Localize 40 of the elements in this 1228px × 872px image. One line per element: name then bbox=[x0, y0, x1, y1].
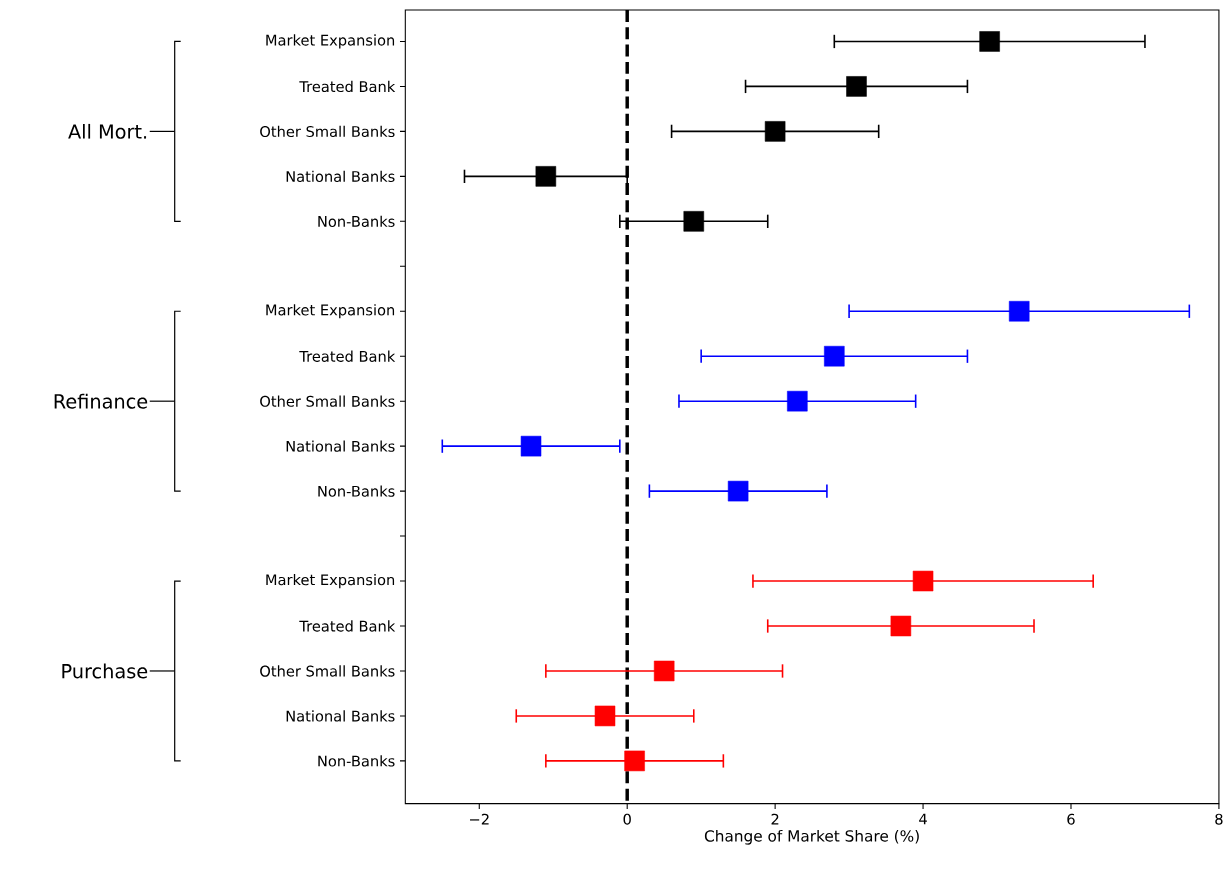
text: Purchase bbox=[62, 663, 148, 679]
y-tick-label: Treated Bank bbox=[299, 81, 396, 93]
point bbox=[787, 391, 808, 412]
y-tick-label: Other Small Banks bbox=[260, 665, 395, 677]
y-tick-label: Other Small Banks bbox=[260, 395, 395, 408]
point bbox=[846, 76, 867, 97]
point bbox=[594, 705, 616, 727]
point bbox=[624, 750, 645, 772]
x-tick-label: −2 bbox=[470, 813, 489, 825]
x-axis-title: Change of Market Share (%) bbox=[704, 830, 919, 845]
point bbox=[535, 166, 557, 187]
text: All Mort. bbox=[68, 124, 147, 140]
x-tick-label: 4 bbox=[919, 813, 927, 825]
x-tick-label: 2 bbox=[771, 813, 779, 825]
y-tick-label: Market Expansion bbox=[266, 304, 395, 319]
y-tick-label: National Banks bbox=[286, 440, 395, 453]
point bbox=[912, 571, 934, 592]
point bbox=[890, 616, 912, 637]
y-tick-label: Treated Bank bbox=[299, 350, 396, 363]
point bbox=[683, 211, 705, 232]
point bbox=[520, 436, 542, 457]
y-tick-label: Treated Bank bbox=[299, 620, 396, 632]
y-tick-label: Non-Banks bbox=[318, 215, 395, 228]
y-tick-label: National Banks bbox=[286, 710, 395, 722]
x-tick-label: 8 bbox=[1215, 813, 1223, 825]
text: Refinance bbox=[54, 393, 148, 409]
y-tick-label: Non-Banks bbox=[318, 485, 395, 498]
point bbox=[1008, 301, 1030, 322]
x-tick-label: 0 bbox=[623, 813, 631, 825]
y-tick-label: National Banks bbox=[286, 170, 395, 183]
point bbox=[979, 31, 1000, 52]
point bbox=[727, 481, 749, 502]
point bbox=[824, 346, 845, 367]
y-tick-label: Market Expansion bbox=[266, 34, 395, 49]
y-tick-label: Non-Banks bbox=[318, 755, 395, 767]
x-tick-label: 6 bbox=[1067, 813, 1075, 825]
point bbox=[764, 121, 786, 142]
y-tick-label: Other Small Banks bbox=[260, 125, 395, 138]
point bbox=[653, 660, 675, 682]
y-tick-label: Market Expansion bbox=[266, 574, 395, 589]
